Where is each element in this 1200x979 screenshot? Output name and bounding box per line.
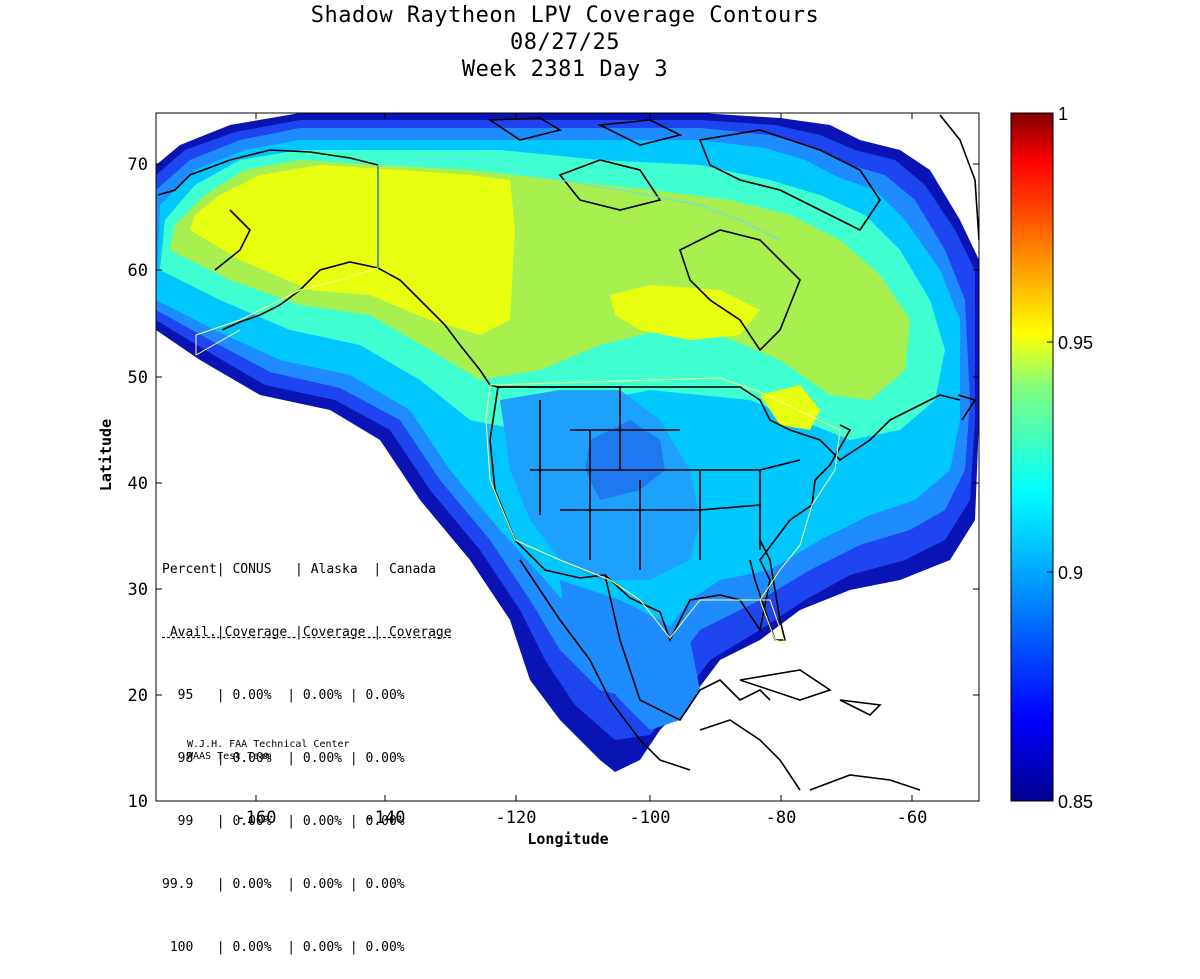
stats-row: 100 | 0.00% | 0.00% | 0.00% [162, 940, 405, 955]
chart-week: Week 2381 Day 3 [461, 57, 669, 82]
y-tick-label: 30 [128, 580, 148, 600]
credit-line-2: WAAS Test Team [187, 751, 272, 762]
colorbar-ticks [1047, 112, 1053, 802]
stats-row: 99.9 | 0.00% | 0.00% | 0.00% [162, 877, 405, 892]
credit-block: W.J.H. FAA Technical Center WAAS Test Te… [187, 739, 350, 763]
contour-conus-lower [585, 420, 665, 500]
chart-title: Shadow Raytheon LPV Coverage Contours [310, 3, 820, 28]
coverage-contours [156, 113, 979, 772]
colorbar [1010, 112, 1054, 802]
x-tick-label: -80 [766, 808, 797, 828]
alaska-boundary [195, 267, 379, 356]
axis-ticks [156, 113, 979, 802]
caribbean [699, 114, 979, 791]
stats-row: 98 | 0.00% | 0.00% | 0.00% [162, 751, 405, 766]
canada-boundary [377, 157, 781, 268]
stats-row: 95 | 0.00% | 0.00% | 0.00% [162, 688, 405, 703]
service-boundaries [195, 157, 841, 644]
y-tick-label: 50 [128, 368, 148, 388]
y-tick-label: 60 [128, 261, 148, 281]
mexico-coast [519, 559, 771, 771]
colorbar-labels: 0.85 0.9 0.95 1 [1058, 104, 1093, 812]
colorbar-label: 0.95 [1058, 333, 1093, 353]
y-tick-label: 70 [128, 155, 148, 175]
colorbar-label: 0.9 [1058, 563, 1083, 583]
x-tick-label: -60 [897, 808, 928, 828]
x-tick-label: -160 [236, 808, 277, 828]
conus-outline [489, 386, 852, 643]
y-tick-labels: 10 20 30 40 50 60 70 [128, 155, 148, 812]
contour-mexico [560, 580, 700, 730]
y-axis-label: Latitude [97, 419, 115, 491]
florida [749, 539, 787, 641]
y-tick-label: 20 [128, 686, 148, 706]
colorbar-label: 0.85 [1058, 792, 1093, 812]
x-tick-label: -120 [496, 808, 537, 828]
stats-header-2: Avail.|Coverage |Coverage | Coverage [162, 625, 452, 640]
chart-date: 08/27/25 [510, 30, 620, 55]
canada-coast [487, 117, 961, 462]
contour-094b [610, 285, 760, 340]
credit-line-1: W.J.H. FAA Technical Center [187, 739, 350, 750]
colorbar-label: 1 [1058, 104, 1068, 124]
y-tick-label: 10 [128, 792, 148, 812]
title-block: Shadow Raytheon LPV Coverage Contours 08… [165, 2, 965, 83]
x-tick-label: -140 [365, 808, 406, 828]
contour-094c [760, 385, 820, 430]
conus-boundary [485, 377, 841, 644]
coverage-map: -160 -140 -120 -100 -80 -60 10 20 30 40 … [97, 104, 1093, 848]
x-tick-labels: -160 -140 -120 -100 -80 -60 [236, 808, 928, 828]
stats-row: 99 | 0.00% | 0.00% | 0.00% [162, 814, 405, 829]
contour-094 [190, 165, 515, 335]
plot-frame [155, 112, 980, 802]
stats-header-1: Percent| CONUS | Alaska | Canada [162, 562, 436, 577]
x-axis-label: Longitude [527, 830, 608, 848]
y-tick-label: 40 [128, 474, 148, 494]
x-tick-label: -100 [630, 808, 671, 828]
